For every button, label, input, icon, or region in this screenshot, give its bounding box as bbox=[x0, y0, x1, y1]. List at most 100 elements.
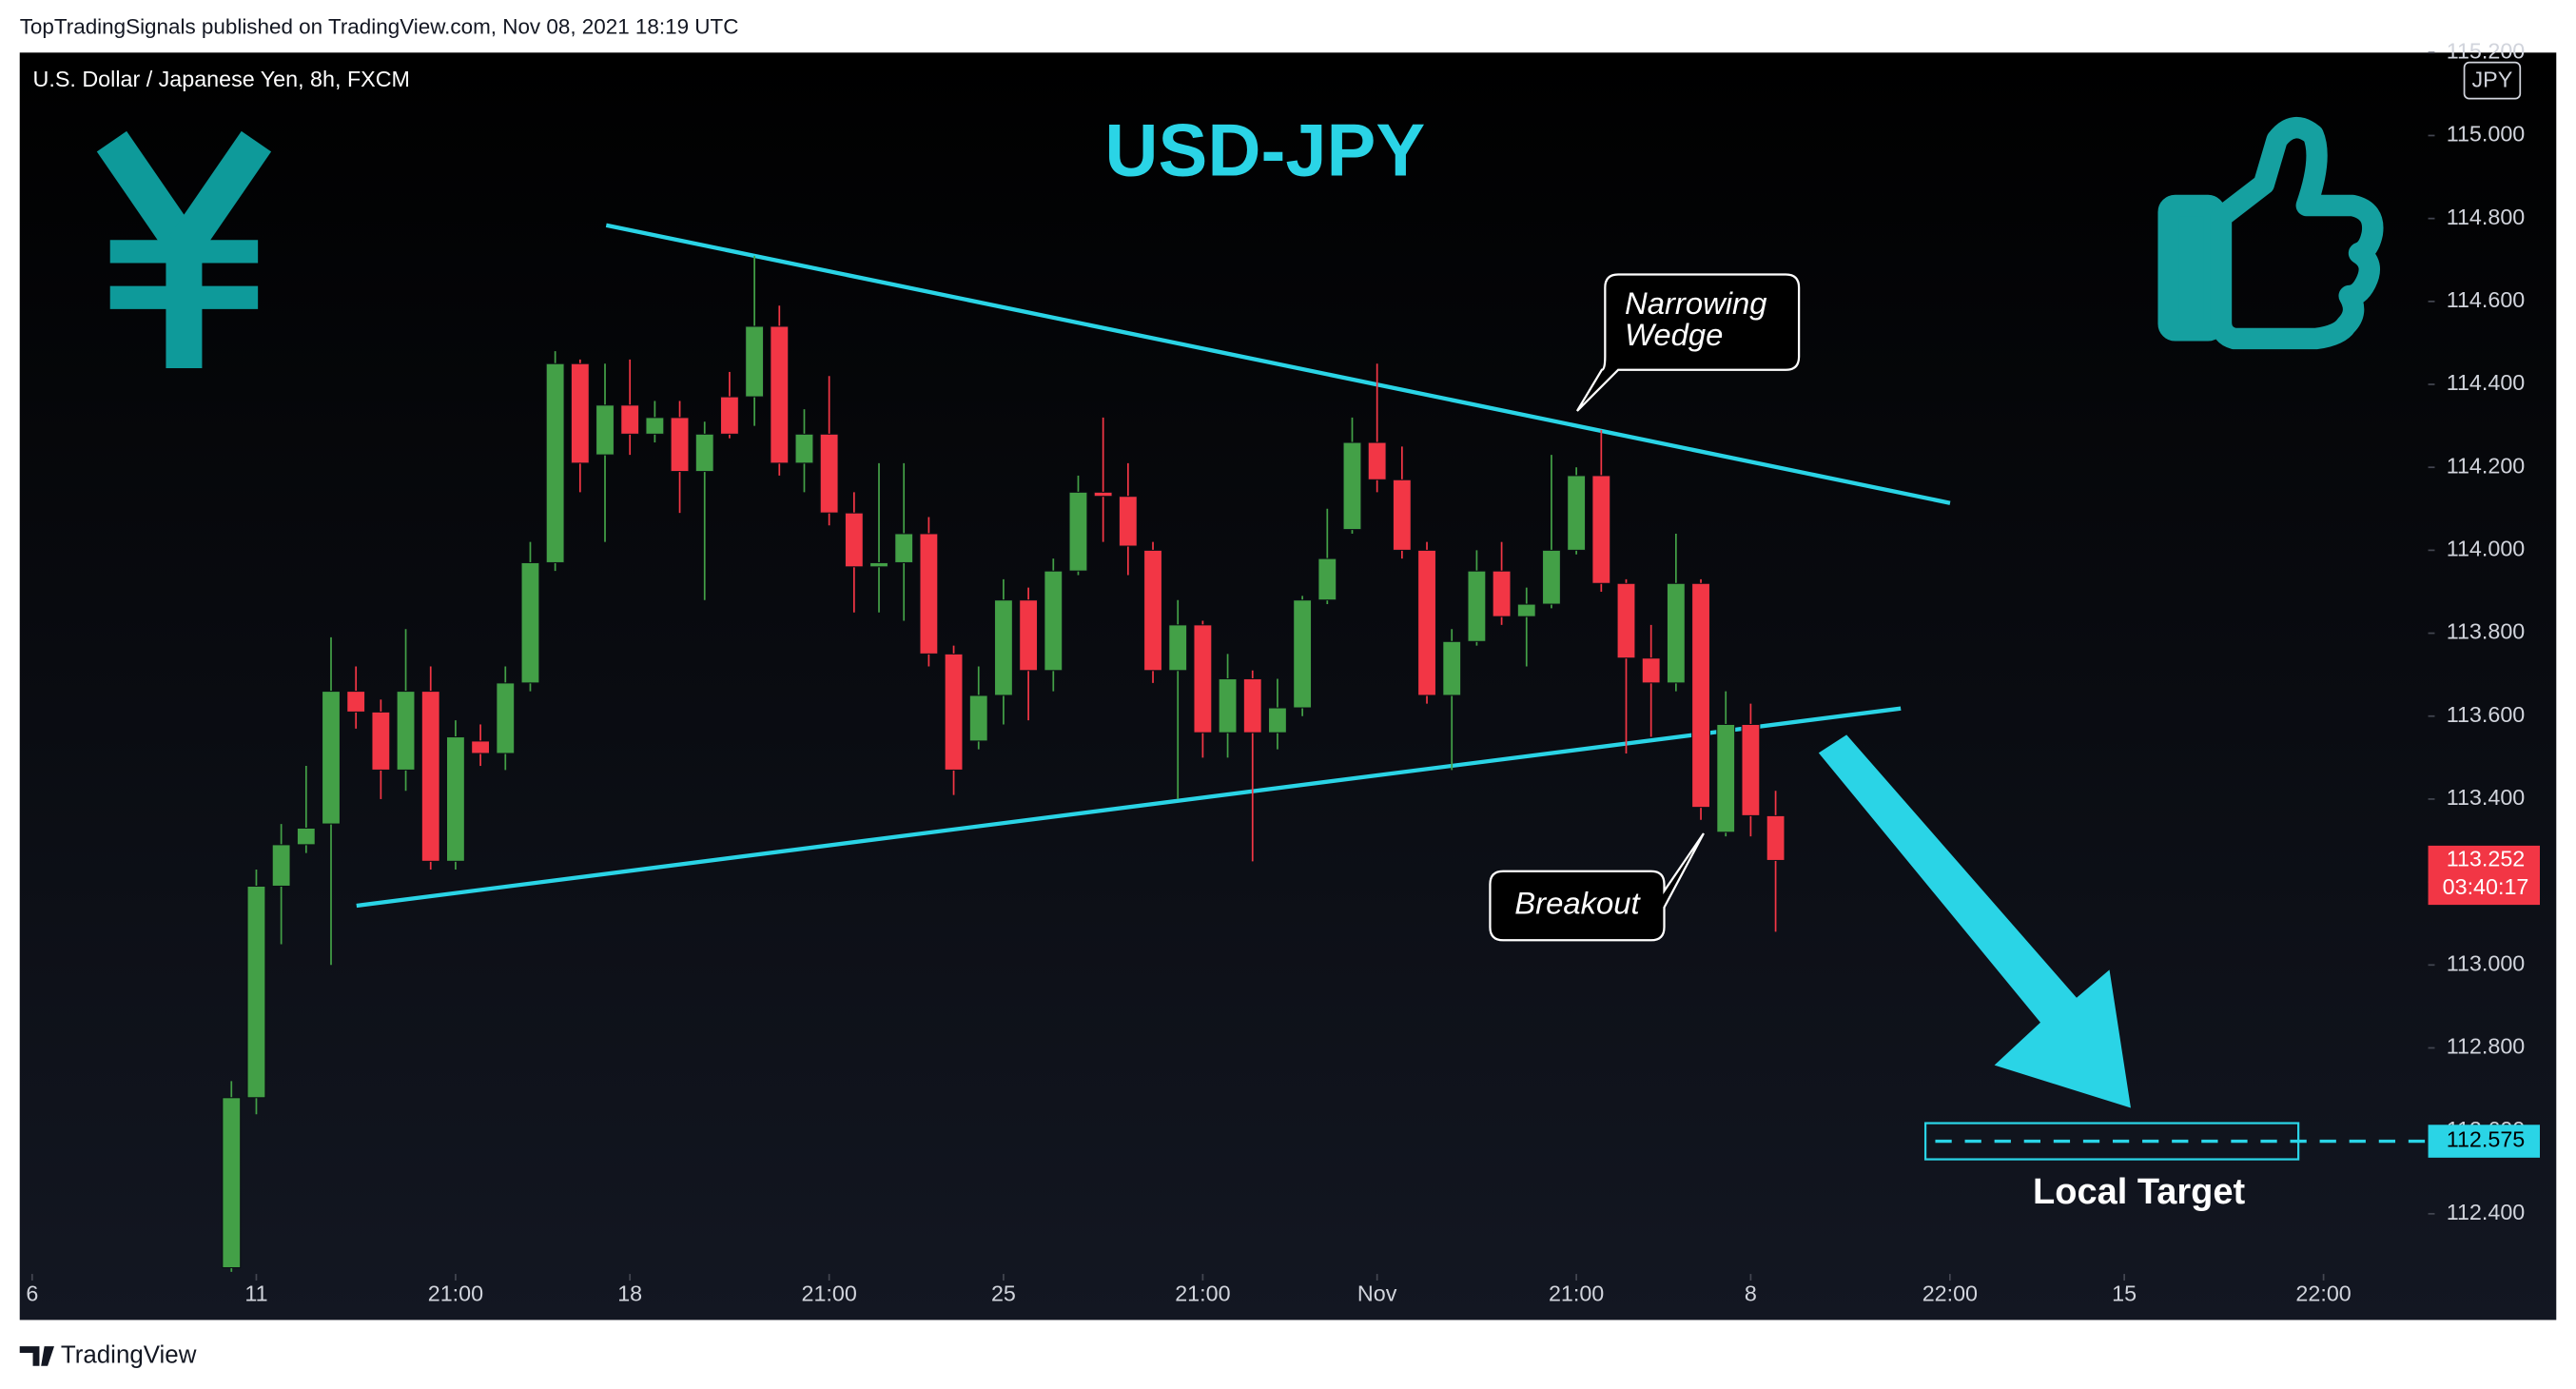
y-tick-label: 114.200 bbox=[2447, 453, 2526, 478]
candle-body bbox=[346, 691, 366, 713]
candle-body bbox=[570, 362, 590, 464]
currency-box bbox=[2463, 61, 2522, 100]
x-tick-label: 8 bbox=[1745, 1281, 1757, 1306]
y-tick-label: 114.800 bbox=[2447, 205, 2526, 229]
candle-body bbox=[1317, 558, 1337, 601]
chart-title: USD-JPY bbox=[1104, 110, 1425, 192]
x-tick-label: 22:00 bbox=[1922, 1281, 1978, 1306]
candle-body bbox=[694, 433, 714, 473]
candle-body bbox=[869, 561, 888, 568]
candle-body bbox=[968, 694, 988, 742]
breakout-label: Breakout bbox=[1514, 886, 1641, 921]
candle-body bbox=[1716, 723, 1736, 833]
candle-body bbox=[445, 736, 465, 862]
candle-body bbox=[1766, 814, 1786, 861]
lower-trendline bbox=[356, 706, 1902, 909]
last-price-label: 113.252 bbox=[2447, 847, 2526, 871]
candle-body bbox=[1143, 549, 1162, 672]
target-price-tag bbox=[2428, 1125, 2541, 1158]
y-tick-label: 113.800 bbox=[2447, 619, 2526, 644]
x-tick-label: Nov bbox=[1357, 1281, 1397, 1306]
y-tick-label: 114.600 bbox=[2447, 287, 2526, 312]
x-tick-label: 11 bbox=[244, 1281, 267, 1306]
candle-body bbox=[1019, 599, 1039, 672]
x-tick-label: 21:00 bbox=[1175, 1281, 1230, 1306]
y-tick-label: 113.000 bbox=[2447, 950, 2526, 975]
candle-body bbox=[1392, 479, 1412, 551]
candle-body bbox=[1542, 549, 1561, 605]
y-tick-label: 113.600 bbox=[2447, 702, 2526, 727]
candle-body bbox=[1467, 570, 1487, 642]
candle-body bbox=[944, 653, 964, 771]
thumbs-up-icon bbox=[2157, 117, 2384, 350]
candle-body bbox=[844, 512, 864, 568]
y-tick-label: 114.000 bbox=[2447, 537, 2526, 561]
x-tick-label: 18 bbox=[617, 1281, 642, 1306]
chart-panel bbox=[19, 52, 2557, 1321]
candle-body bbox=[545, 362, 565, 563]
candle-body bbox=[296, 827, 316, 846]
candle-body bbox=[222, 1097, 242, 1269]
candle-body bbox=[1616, 582, 1636, 659]
x-tick-label: 21:00 bbox=[428, 1281, 483, 1306]
y-tick-label: 113.400 bbox=[2447, 785, 2526, 810]
candle-body bbox=[770, 325, 790, 464]
y-tick-label: 115.000 bbox=[2447, 122, 2526, 147]
candle-body bbox=[271, 844, 291, 887]
candle-body bbox=[1293, 599, 1313, 709]
candle-body bbox=[819, 433, 839, 514]
candle-body bbox=[1168, 624, 1188, 672]
candle-body bbox=[1342, 441, 1362, 531]
candle-body bbox=[1492, 570, 1512, 617]
candle-body bbox=[645, 417, 665, 435]
target-label: Local Target bbox=[2033, 1172, 2245, 1212]
attribution: TopTradingSignals published on TradingVi… bbox=[20, 14, 739, 38]
symbol-label: U.S. Dollar / Japanese Yen, 8h, FXCM bbox=[33, 67, 410, 91]
x-tick-label: 21:00 bbox=[1549, 1281, 1604, 1306]
candle-body bbox=[1242, 677, 1262, 734]
target-price-label: 112.575 bbox=[2447, 1127, 2526, 1152]
candle-body bbox=[246, 885, 266, 1099]
y-tick-label: 112.400 bbox=[2447, 1200, 2526, 1224]
upper-trendline bbox=[605, 223, 1951, 505]
y-tick-label: 114.400 bbox=[2447, 370, 2526, 395]
candle-body bbox=[1218, 677, 1238, 734]
currency-label: JPY bbox=[2472, 68, 2513, 92]
candle-body bbox=[894, 533, 914, 563]
candle-body bbox=[471, 740, 491, 754]
candle-body bbox=[719, 396, 739, 435]
candle-body bbox=[1691, 582, 1710, 809]
candle-body bbox=[919, 533, 939, 655]
candle-body bbox=[371, 711, 391, 771]
candle-body bbox=[620, 404, 640, 435]
candle-body bbox=[1118, 496, 1138, 547]
wedge-callout bbox=[1575, 273, 1801, 412]
down-arrow bbox=[1818, 734, 2131, 1108]
candle-body bbox=[396, 691, 416, 771]
countdown-label: 03:40:17 bbox=[2443, 874, 2529, 899]
y-tick-label: 115.200 bbox=[2447, 38, 2526, 63]
candle-body bbox=[1442, 640, 1462, 696]
tradingview-logo bbox=[19, 1346, 54, 1366]
wedge-label: Wedge bbox=[1625, 317, 1723, 352]
candle-body bbox=[1068, 491, 1088, 572]
footer-brand: TradingView bbox=[61, 1341, 197, 1368]
breakout-callout bbox=[1489, 832, 1705, 942]
candle-body bbox=[595, 404, 615, 456]
x-tick-label: 6 bbox=[26, 1281, 38, 1306]
candle-body bbox=[794, 433, 814, 464]
candle-body bbox=[993, 599, 1013, 696]
y-tick-label: 112.800 bbox=[2447, 1034, 2526, 1059]
candle-body bbox=[420, 691, 440, 862]
candle-body bbox=[1417, 549, 1436, 696]
candle-body bbox=[322, 691, 341, 825]
yen-icon bbox=[96, 130, 272, 369]
candle-body bbox=[1516, 603, 1536, 617]
candle-body bbox=[1567, 475, 1587, 551]
candle-body bbox=[670, 417, 690, 473]
candle-body bbox=[1044, 570, 1064, 672]
candle-body bbox=[496, 682, 516, 754]
candle-body bbox=[745, 325, 765, 398]
